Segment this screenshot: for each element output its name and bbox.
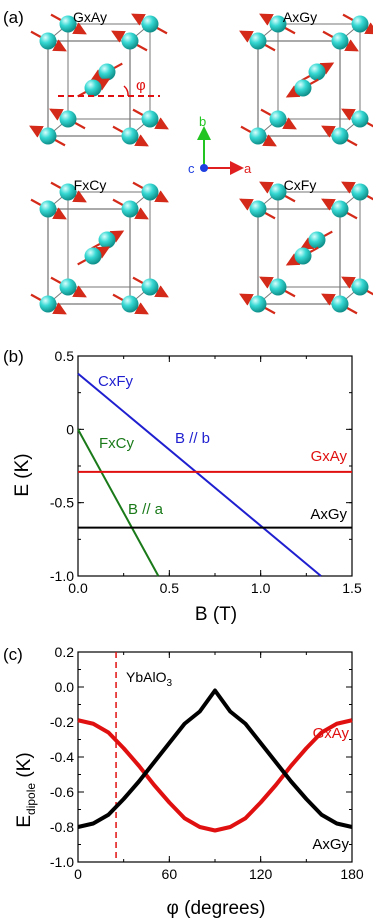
panel-a-label: (a) [3,8,24,27]
x-tick-label: 60 [162,866,178,882]
b-axis-label: b [199,114,206,129]
x-tick-label: 1.5 [342,580,362,596]
yb-atom [141,15,159,33]
yb-atom [84,247,102,265]
yb-atom [331,200,349,218]
yb-atom [121,295,139,313]
energy-vs-field-plot: 0.0 0.5 1.0 1.5 0.5 0 -0.5 -1.0 [50,348,362,596]
yb-atom [59,183,77,201]
yb-atom [331,32,349,50]
x-tick-label: 180 [340,866,364,882]
y-tick-label: -1.0 [50,568,74,584]
xlabel-c: φ (degrees) [167,898,266,919]
yb-atom [269,278,287,296]
yb-atom [121,200,139,218]
yb-atom [308,63,326,81]
y-tick-label: -1.0 [50,854,74,870]
yb-atom [121,32,139,50]
label-b-parallel-b: B // b [175,430,210,447]
label-gxay-b: GxAy [311,448,348,465]
unit-cell [29,13,169,147]
yb-atom [351,15,369,33]
structure-title-cxfy: CxFy [284,177,317,193]
yb-atom [121,127,139,145]
yb-atom [249,200,267,218]
c-axis-label: c [188,161,195,176]
marker-label-ybalo3: YbAlO3 [126,669,172,689]
crystal-structures [29,13,373,315]
y-tick-label: -0.6 [50,784,74,800]
yb-atom [39,127,57,145]
y-tick-label: 0.2 [55,644,75,660]
yb-atom [59,110,77,128]
structure-title-fxcy: FxCy [74,177,107,193]
yb-atom [59,278,77,296]
yb-atom [351,110,369,128]
label-gxay-c: GxAy [313,725,350,742]
label-b-parallel-a: B // a [128,501,164,518]
y-tick-label: -0.5 [50,495,74,511]
yb-atom [141,278,159,296]
unit-cell [239,181,373,315]
yb-atom [84,79,102,97]
yb-atom [269,15,287,33]
yb-atom [269,183,287,201]
yb-atom [249,295,267,313]
yb-atom [98,231,116,249]
series-line [77,372,322,577]
unit-cell [239,13,373,147]
ylabel-b: E (K) [12,453,33,496]
yb-atom [141,110,159,128]
series-line [77,428,160,577]
unit-cell [30,181,169,315]
yb-atom [331,127,349,145]
yb-atom [98,63,116,81]
phi-symbol: φ [136,77,146,94]
yb-atom [294,247,312,265]
yb-atom [39,200,57,218]
y-tick-label: -0.2 [50,714,74,730]
dipole-energy-plot: 0 60 120 180 0.2 0.0 -0.2 -0.4 -0.6 -0.8 -1.0 [50,644,364,882]
yb-atom [331,295,349,313]
panel-b-label: (b) [3,347,24,366]
label-axgy-b: AxGy [310,506,347,523]
coordinate-axes: b c a [188,114,252,176]
structure-title-axgy: AxGy [283,9,317,25]
ylabel-c: Edipole (K) [14,752,38,827]
x-tick-label: 0.0 [68,580,88,596]
x-tick-label: 0 [74,866,82,882]
phi-angle-arc [123,85,129,97]
panel-c-label: (c) [3,645,23,664]
series-curve [77,688,353,829]
label-axgy-c: AxGy [312,836,349,853]
yb-atom [39,32,57,50]
xlabel-b: B (T) [195,604,237,625]
yb-atom [59,15,77,33]
structure-title-gxay: GxAy [73,9,107,25]
y-tick-label: 0.5 [55,348,75,364]
a-axis-label: a [244,161,252,176]
series-curve [77,718,353,833]
x-tick-label: 0.5 [160,580,180,596]
y-tick-label: -0.8 [50,819,74,835]
label-fxcy: FxCy [99,435,134,452]
x-tick-label: 1.0 [251,580,271,596]
yb-atom [351,278,369,296]
yb-atom [351,183,369,201]
y-tick-label: 0 [66,421,74,437]
x-tick-label: 120 [249,866,273,882]
yb-atom [294,79,312,97]
yb-atom [269,110,287,128]
c-axis-dot [200,164,208,172]
y-tick-label: 0.0 [55,679,75,695]
yb-atom [249,127,267,145]
yb-atom [249,32,267,50]
y-tick-label: -0.4 [50,749,74,765]
yb-atom [39,295,57,313]
label-cxfy: CxFy [98,373,133,390]
yb-atom [308,231,326,249]
yb-atom [141,183,159,201]
